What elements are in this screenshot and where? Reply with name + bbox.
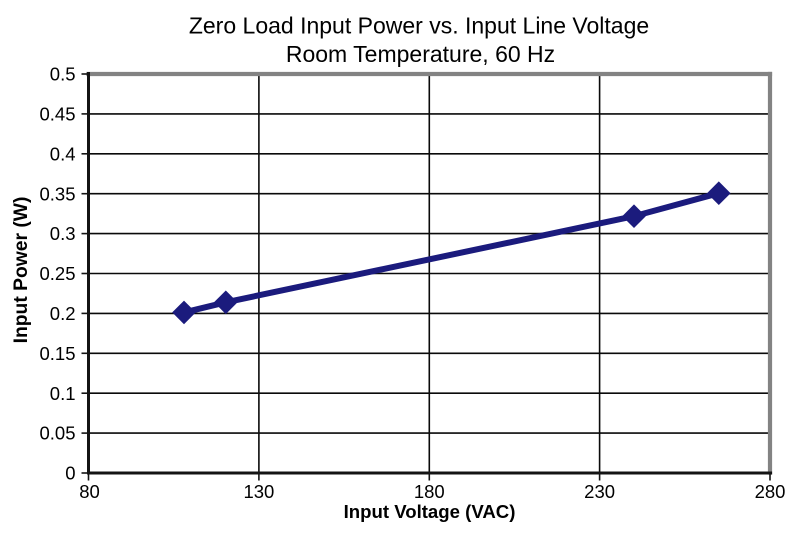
svg-text:80: 80 — [79, 481, 100, 502]
svg-text:0.5: 0.5 — [50, 64, 76, 85]
svg-text:0.45: 0.45 — [39, 104, 75, 125]
svg-text:Input Voltage (VAC): Input Voltage (VAC) — [344, 501, 516, 522]
svg-text:180: 180 — [414, 481, 445, 502]
svg-text:280: 280 — [755, 481, 786, 502]
svg-text:0.35: 0.35 — [39, 183, 75, 204]
svg-text:Room Temperature, 60 Hz: Room Temperature, 60 Hz — [286, 41, 555, 67]
svg-text:Zero Load Input Power vs. Inpu: Zero Load Input Power vs. Input Line Vol… — [189, 13, 649, 39]
svg-text:0.1: 0.1 — [50, 383, 76, 404]
svg-text:0.25: 0.25 — [39, 263, 75, 284]
svg-text:0.3: 0.3 — [50, 223, 76, 244]
svg-text:130: 130 — [243, 481, 274, 502]
svg-text:0.05: 0.05 — [39, 423, 75, 444]
svg-text:0: 0 — [65, 463, 75, 484]
svg-text:0.4: 0.4 — [50, 143, 76, 164]
svg-text:Input Power (W): Input Power (W) — [11, 197, 32, 344]
svg-text:0.2: 0.2 — [50, 303, 76, 324]
svg-text:230: 230 — [584, 481, 615, 502]
svg-text:0.15: 0.15 — [39, 343, 75, 364]
